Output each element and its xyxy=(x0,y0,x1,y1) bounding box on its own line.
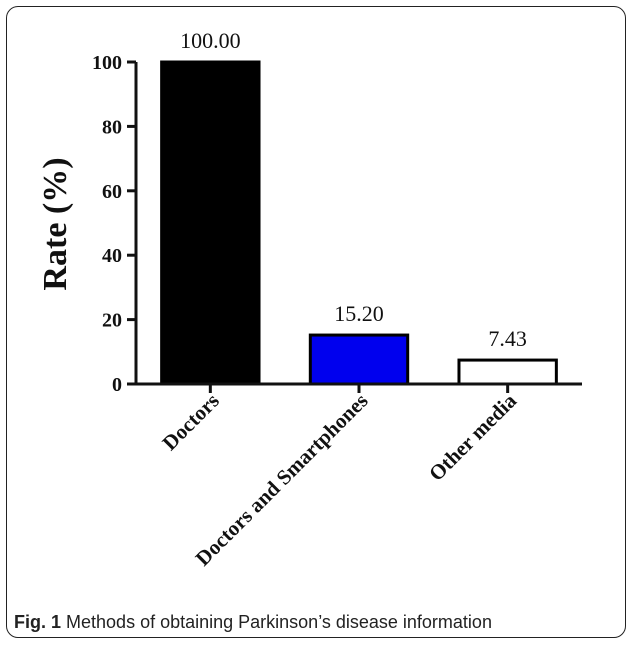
y-tick-label: 20 xyxy=(102,310,122,332)
category-label: Other media xyxy=(424,388,521,485)
y-tick-label: 100 xyxy=(92,52,122,74)
value-labels-group: 100.00 15.20 7.43 xyxy=(180,28,527,351)
bar xyxy=(308,333,410,386)
bar xyxy=(160,60,261,386)
caption-label: Fig. 1 xyxy=(14,612,62,632)
category-label: Doctors xyxy=(157,389,223,455)
bar-value-label: 7.43 xyxy=(488,326,527,351)
y-ticks-group: 0 20 40 60 80 100 xyxy=(92,52,136,396)
y-tick-label: 40 xyxy=(102,245,122,267)
category-label: Doctors and Smartphones xyxy=(191,389,373,571)
bar-value-label: 15.20 xyxy=(334,301,384,326)
figure-frame xyxy=(6,6,626,638)
y-tick-label: 0 xyxy=(112,374,122,396)
x-ticks-group xyxy=(208,384,510,393)
y-tick-label: 80 xyxy=(102,116,122,138)
y-tick-label: 60 xyxy=(102,181,122,203)
bar xyxy=(457,358,558,386)
bar-value-label: 100.00 xyxy=(180,28,241,53)
caption-text: Methods of obtaining Parkinson’s disease… xyxy=(66,612,492,632)
bar-chart: 100.00 15.20 7.43 0 20 40 60 80 100 DoctorsDoct… xyxy=(37,28,582,571)
figure-caption: Fig. 1 Methods of obtaining Parkinson’s … xyxy=(14,612,492,633)
y-axis-title: Rate (%) xyxy=(37,157,74,290)
bars-group xyxy=(160,60,558,386)
